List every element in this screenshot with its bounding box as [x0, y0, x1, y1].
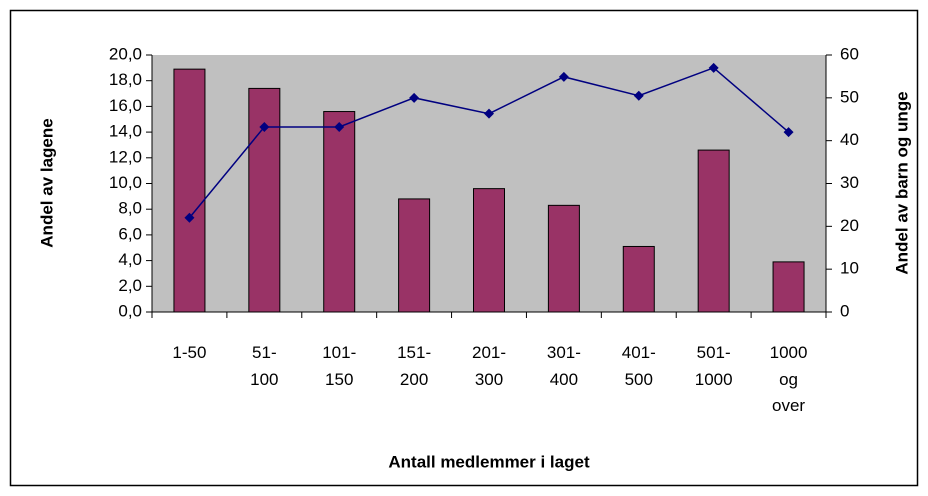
bar: [173, 68, 206, 313]
x-axis-title: Antall medlemmer i laget: [388, 452, 590, 471]
y2-tick-label: 30: [840, 173, 859, 192]
y-tick-label: 18,0: [109, 70, 142, 89]
y-tick-label: 12,0: [109, 147, 142, 166]
y-tick-label: 16,0: [109, 96, 142, 115]
line-marker: [633, 90, 644, 101]
bar: [323, 111, 356, 313]
x-tick-label: 301-400: [546, 343, 581, 389]
y-tick-label: 8,0: [118, 199, 142, 218]
y-axis-title: Andel av lagene: [37, 118, 56, 247]
y2-tick-label: 20: [840, 216, 859, 235]
y2-tick-label: 40: [840, 130, 859, 149]
bar: [547, 204, 580, 313]
line-marker: [558, 71, 569, 82]
y-tick-label: 6,0: [118, 224, 142, 243]
y2-tick-label: 50: [840, 87, 859, 106]
x-tick-label: 101-150: [322, 343, 357, 389]
x-tick-label: 501-1000: [694, 343, 733, 389]
line-marker: [484, 108, 494, 119]
y2-tick-label: 10: [840, 259, 859, 278]
x-tick-label: 51-100: [250, 343, 279, 389]
line-marker: [259, 121, 270, 132]
x-tick-label: 401-500: [621, 343, 656, 389]
x-tick-label: 151-200: [397, 343, 432, 389]
bar: [473, 188, 505, 313]
y-tick-label: 4,0: [118, 250, 142, 269]
line-marker: [409, 92, 420, 103]
y-tick-label: 2,0: [118, 276, 142, 295]
y-tick-label: 0,0: [118, 301, 142, 320]
y2-axis-title: Andel av barn og unge: [892, 91, 911, 274]
x-tick-label: 201-300: [471, 343, 507, 389]
line-marker: [184, 212, 195, 223]
bar: [772, 261, 805, 313]
y-tick-label: 20,0: [109, 44, 142, 63]
bar: [248, 87, 281, 313]
bar: [697, 149, 730, 313]
x-tick-label: 1000 og over: [769, 343, 808, 415]
x-tick-label: 1-50: [172, 343, 207, 362]
y-tick-label: 10,0: [109, 173, 142, 192]
bar: [398, 198, 431, 313]
y2-tick-label: 0: [840, 301, 849, 320]
line-marker: [783, 127, 794, 138]
line-marker: [708, 62, 719, 73]
y2-tick-label: 60: [840, 44, 859, 63]
y-tick-label: 14,0: [109, 122, 142, 141]
line-marker: [334, 121, 345, 132]
bar: [622, 245, 655, 313]
